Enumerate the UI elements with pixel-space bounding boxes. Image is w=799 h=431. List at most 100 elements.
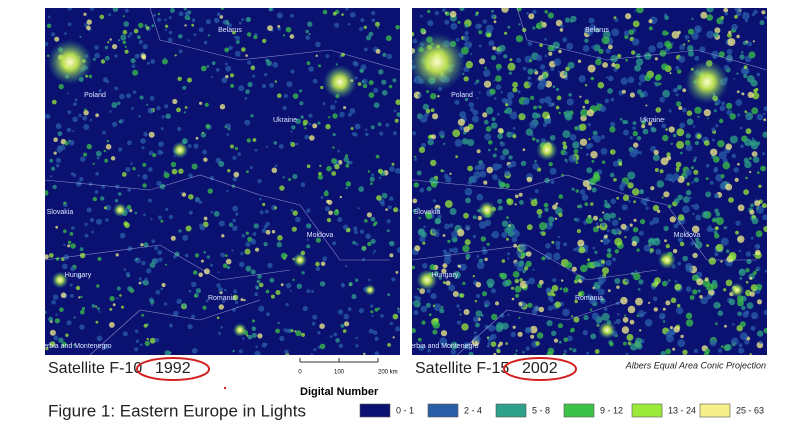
light — [699, 295, 703, 299]
light — [432, 304, 436, 307]
light — [374, 307, 379, 312]
light — [419, 14, 423, 18]
light — [130, 58, 136, 64]
light — [762, 131, 767, 138]
light — [295, 142, 299, 146]
light — [127, 34, 131, 38]
light — [722, 161, 731, 170]
light — [691, 204, 694, 208]
light — [322, 9, 328, 15]
light — [685, 169, 692, 176]
light — [289, 289, 292, 292]
light — [750, 141, 759, 150]
light — [756, 283, 763, 291]
light — [339, 111, 345, 118]
light — [338, 343, 344, 349]
light — [165, 113, 171, 119]
light — [290, 14, 294, 18]
light — [51, 166, 56, 171]
light — [747, 41, 753, 47]
light — [244, 119, 251, 126]
light — [216, 12, 221, 16]
light — [257, 333, 263, 339]
light — [151, 24, 155, 28]
light — [590, 202, 594, 206]
light — [198, 27, 204, 33]
light — [81, 307, 85, 311]
light — [569, 347, 573, 351]
light — [332, 241, 337, 246]
light — [306, 164, 311, 168]
light — [714, 208, 719, 213]
light — [490, 14, 496, 19]
light — [412, 328, 416, 334]
light — [624, 236, 627, 239]
light — [252, 74, 256, 78]
light — [438, 130, 445, 137]
light — [652, 204, 660, 212]
light — [94, 45, 99, 50]
light — [414, 155, 417, 158]
light — [613, 16, 617, 20]
light — [451, 230, 458, 238]
light — [146, 103, 149, 106]
light — [578, 204, 583, 209]
light — [79, 35, 82, 38]
light — [345, 8, 349, 11]
light — [597, 81, 605, 89]
light — [232, 205, 239, 212]
light — [668, 279, 671, 282]
light — [754, 243, 761, 250]
light — [191, 23, 195, 27]
light — [387, 343, 391, 347]
light — [502, 148, 510, 156]
light — [142, 183, 147, 188]
light — [267, 262, 273, 269]
light — [291, 125, 296, 130]
light — [178, 49, 183, 54]
light — [337, 309, 344, 315]
light — [503, 54, 508, 59]
light — [315, 266, 321, 271]
light — [690, 241, 695, 246]
light — [59, 133, 63, 136]
light — [468, 102, 474, 108]
light — [736, 11, 742, 17]
light — [556, 245, 561, 250]
light — [675, 93, 679, 97]
light — [717, 310, 724, 317]
light — [532, 9, 537, 15]
light — [525, 280, 530, 285]
light — [371, 11, 376, 16]
light — [289, 141, 293, 145]
light — [359, 229, 365, 234]
light — [533, 305, 540, 312]
light — [553, 58, 562, 66]
light — [332, 11, 337, 16]
city-glow — [412, 33, 466, 91]
light — [680, 151, 683, 155]
light — [370, 304, 374, 308]
light — [253, 223, 259, 229]
light — [144, 24, 148, 28]
light — [147, 107, 154, 114]
light — [146, 268, 152, 274]
light — [420, 305, 428, 313]
light — [414, 158, 418, 161]
light — [706, 226, 713, 233]
light — [417, 337, 422, 342]
light — [312, 123, 318, 129]
light — [528, 277, 536, 285]
light — [131, 64, 136, 69]
light — [620, 296, 628, 305]
light — [141, 260, 146, 266]
light — [502, 280, 510, 287]
light — [689, 196, 692, 200]
light — [762, 112, 766, 116]
light — [718, 51, 725, 58]
light — [334, 164, 340, 170]
light — [382, 52, 387, 58]
light — [589, 177, 597, 186]
light — [658, 312, 666, 320]
light — [457, 118, 465, 126]
